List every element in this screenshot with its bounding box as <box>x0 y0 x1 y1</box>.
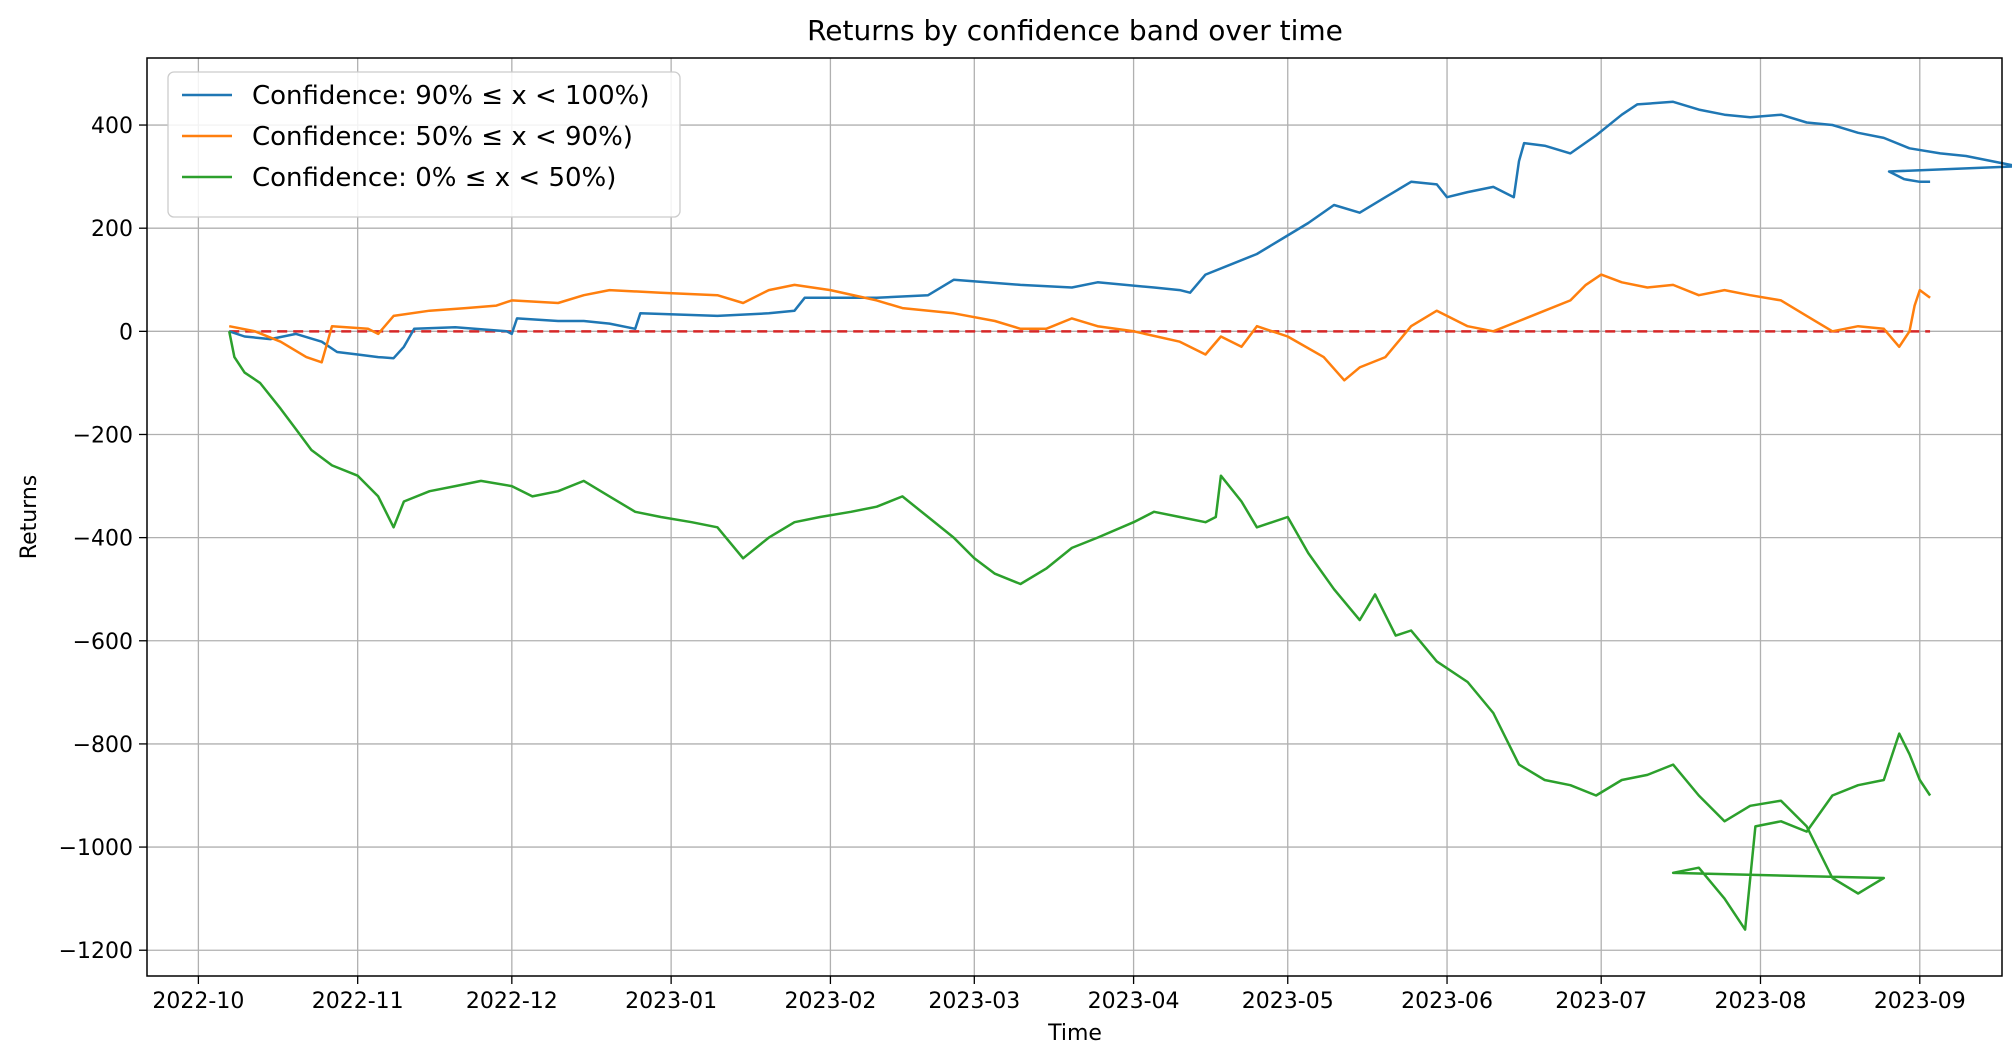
y-tick-label: 0 <box>119 320 133 345</box>
x-tick-label: 2023-08 <box>1715 989 1807 1014</box>
y-tick-label: −800 <box>73 733 133 758</box>
series-line-1 <box>228 273 1931 382</box>
x-tick-label: 2023-09 <box>1874 989 1966 1014</box>
y-tick-label: −1000 <box>59 836 133 861</box>
x-axis-label: Time <box>1047 1021 1102 1046</box>
x-tick-label: 2022-12 <box>466 989 558 1014</box>
y-tick-label: −200 <box>73 423 133 448</box>
x-tick-label: 2023-06 <box>1401 989 1493 1014</box>
y-axis-label: Returns <box>17 475 42 559</box>
y-axis-ticks: 400 200 0 −200 −400 −600 −800 −1000 −1200 <box>59 114 147 964</box>
legend-label: Confidence: 50% ≤ x < 90%) <box>252 122 633 152</box>
x-axis-ticks: 2022-10 2022-11 2022-12 2023-01 2023-02 2023-… <box>152 976 1966 1014</box>
x-tick-label: 2023-02 <box>784 989 876 1014</box>
series-line-2 <box>227 331 1932 931</box>
legend-label: Confidence: 90% ≤ x < 100%) <box>252 81 650 111</box>
legend: Confidence: 90% ≤ x < 100%) Confidence: 5… <box>167 71 681 218</box>
x-tick-label: 2023-03 <box>928 989 1020 1014</box>
x-tick-label: 2023-07 <box>1555 989 1647 1014</box>
legend-label: Confidence: 0% ≤ x < 50%) <box>252 163 616 193</box>
y-tick-label: −1200 <box>59 939 133 964</box>
grid-lines <box>147 58 2002 976</box>
series-lines <box>227 100 2012 931</box>
x-tick-label: 2023-01 <box>625 989 717 1014</box>
x-tick-label: 2023-05 <box>1242 989 1334 1014</box>
x-tick-label: 2023-04 <box>1088 989 1180 1014</box>
series-line-0 <box>228 100 2012 360</box>
y-tick-label: −400 <box>73 527 133 552</box>
y-tick-label: 200 <box>91 217 133 242</box>
x-tick-label: 2022-10 <box>152 989 244 1014</box>
legend-box <box>167 71 681 218</box>
plot-frame <box>146 57 2003 977</box>
x-tick-label: 2022-11 <box>312 989 404 1014</box>
chart-title: Returns by confidence band over time <box>807 14 1343 47</box>
y-tick-label: −600 <box>73 630 133 655</box>
y-tick-label: 400 <box>91 114 133 139</box>
